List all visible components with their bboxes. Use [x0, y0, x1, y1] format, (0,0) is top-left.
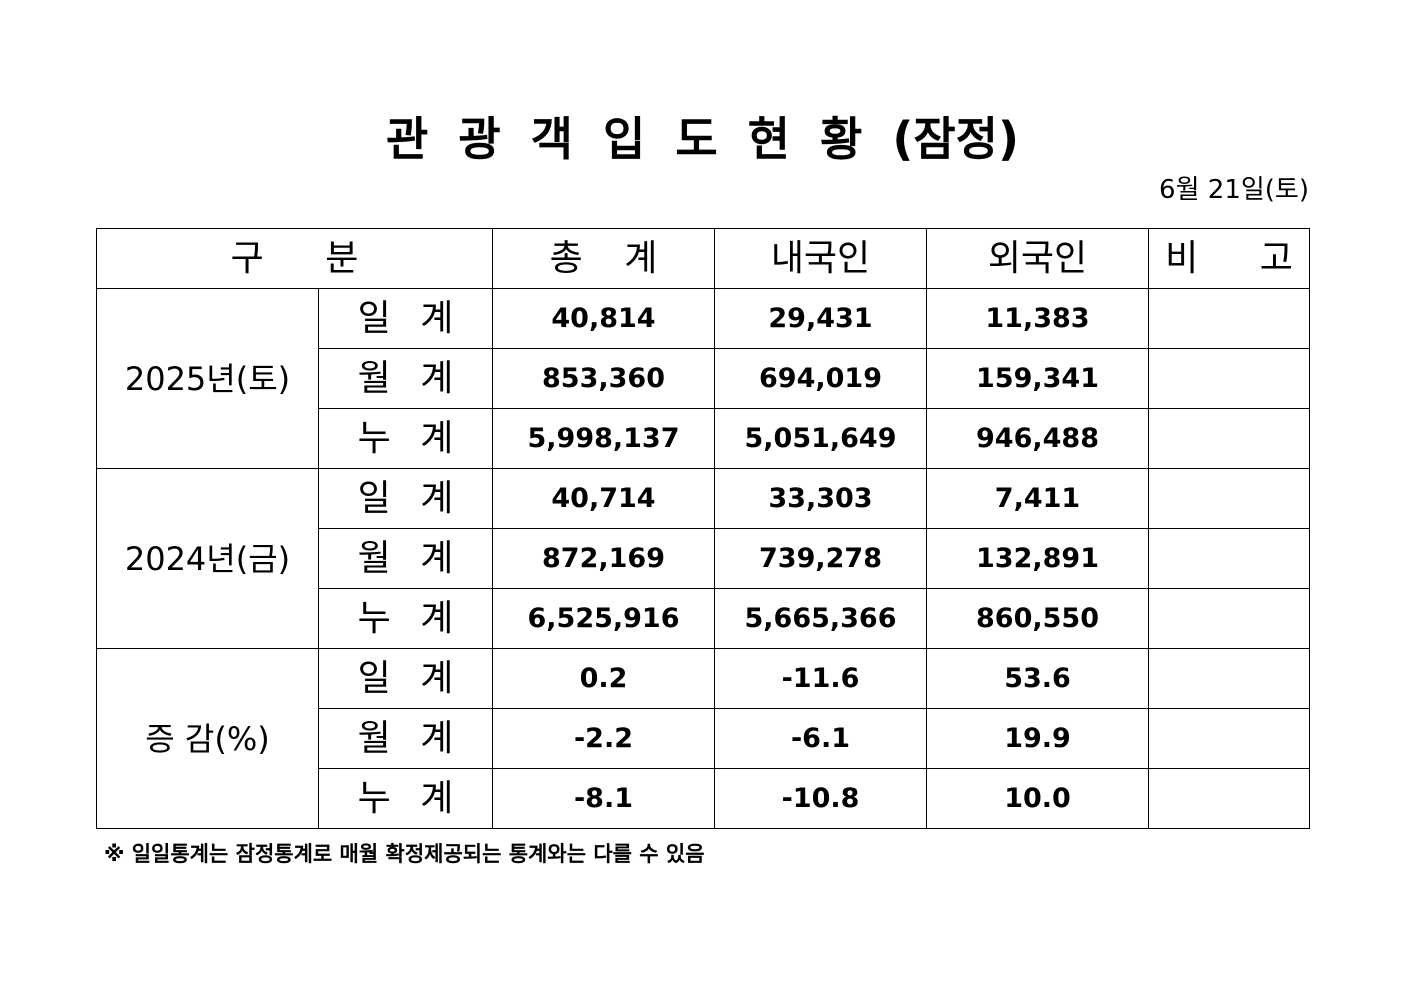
row-label: 일 계	[318, 648, 493, 709]
cell-total: 40,714	[492, 468, 715, 529]
row-label: 월 계	[318, 348, 493, 409]
cell-remarks	[1148, 768, 1310, 829]
table-row: 2024년(금) 일 계 40,714 33,303 7,411	[96, 468, 1310, 649]
group-label: 2024년(금)	[96, 468, 319, 649]
cell-total: -8.1	[492, 768, 715, 829]
cell-foreign: 159,341	[926, 348, 1149, 409]
cell-domestic: 5,665,366	[714, 588, 927, 649]
cell-domestic: 694,019	[714, 348, 927, 409]
table-row: 누 계 5,998,137 5,051,649 946,488	[97, 408, 1310, 469]
cell-total: 872,169	[492, 528, 715, 589]
tourist-arrivals-table: 구 분 총 계 내국인 외국인 비 고 2025년(토) 일 계 40,814 29,…	[96, 228, 1310, 829]
cell-foreign: 946,488	[926, 408, 1149, 469]
table-row: 증 감(%) 일 계 0.2 -11.6 53.6	[96, 648, 1310, 829]
row-label: 누 계	[318, 408, 493, 469]
cell-domestic: 33,303	[714, 468, 927, 529]
cell-domestic: -6.1	[714, 708, 927, 769]
cell-remarks	[1148, 648, 1310, 709]
cell-foreign: 7,411	[926, 468, 1149, 529]
cell-remarks	[1148, 408, 1310, 469]
table-row: 월 계 872,169 739,278 132,891	[97, 528, 1310, 589]
header-total: 총 계	[492, 228, 715, 289]
document: 관 광 객 입 도 현 황 (잠정) 6월 21일(토) 구 분 총 계 내국인…	[96, 108, 1310, 869]
cell-total: 0.2	[492, 648, 715, 709]
cell-foreign: 10.0	[926, 768, 1149, 829]
cell-total: 40,814	[492, 288, 715, 349]
header-foreign: 외국인	[926, 228, 1149, 289]
cell-remarks	[1148, 588, 1310, 649]
footnote: ※ 일일통계는 잠정통계로 매월 확정제공되는 통계와는 다를 수 있음	[104, 842, 705, 866]
table-row: 누 계 6,525,916 5,665,366 860,550	[97, 588, 1310, 649]
cell-remarks	[1148, 528, 1310, 589]
cell-remarks	[1148, 468, 1310, 529]
cell-domestic: 5,051,649	[714, 408, 927, 469]
page-title: 관 광 객 입 도 현 황 (잠정)	[385, 112, 1020, 166]
header-row: 구 분 총 계 내국인 외국인 비 고	[96, 228, 1310, 289]
cell-total: 853,360	[492, 348, 715, 409]
row-label: 누 계	[318, 588, 493, 649]
row-label: 누 계	[318, 768, 493, 829]
cell-foreign: 860,550	[926, 588, 1149, 649]
group-label: 2025년(토)	[96, 288, 319, 469]
cell-domestic: 29,431	[714, 288, 927, 349]
row-label: 월 계	[318, 528, 493, 589]
row-label: 월 계	[318, 708, 493, 769]
cell-domestic: -10.8	[714, 768, 927, 829]
cell-foreign: 53.6	[926, 648, 1149, 709]
table-row: 누 계 -8.1 -10.8 10.0	[97, 768, 1310, 829]
cell-domestic: 739,278	[714, 528, 927, 589]
cell-foreign: 19.9	[926, 708, 1149, 769]
cell-remarks	[1148, 708, 1310, 769]
table-row: 2025년(토) 일 계 40,814 29,431 11,383	[96, 288, 1310, 469]
table-row: 월 계 -2.2 -6.1 19.9	[97, 708, 1310, 769]
header-remarks: 비 고	[1148, 228, 1310, 289]
cell-domestic: -11.6	[714, 648, 927, 709]
cell-foreign: 11,383	[926, 288, 1149, 349]
cell-remarks	[1148, 288, 1310, 349]
report-date: 6월 21일(토)	[1159, 175, 1309, 205]
cell-foreign: 132,891	[926, 528, 1149, 589]
cell-total: 5,998,137	[492, 408, 715, 469]
row-label: 일 계	[318, 288, 493, 349]
group-label: 증 감(%)	[96, 648, 319, 829]
cell-total: -2.2	[492, 708, 715, 769]
cell-remarks	[1148, 348, 1310, 409]
row-label: 일 계	[318, 468, 493, 529]
header-domestic: 내국인	[714, 228, 927, 289]
cell-total: 6,525,916	[492, 588, 715, 649]
header-category: 구 분	[96, 228, 493, 289]
